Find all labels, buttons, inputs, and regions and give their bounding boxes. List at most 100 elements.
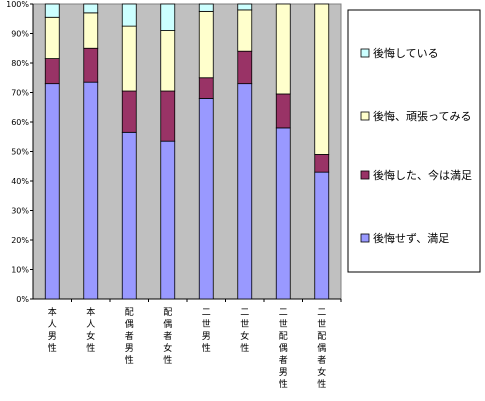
- x-category-label-char: 配: [317, 331, 326, 342]
- bar-segment: [83, 3, 99, 14]
- legend-label: 後悔した、今は満足: [373, 168, 472, 182]
- y-tick-label: 90%: [11, 30, 29, 39]
- x-category-label-char: 本: [48, 306, 57, 318]
- x-category-label-char: 世: [279, 318, 288, 330]
- legend-swatch: [360, 233, 370, 243]
- y-tick-label: 0%: [16, 295, 29, 304]
- bar-segment: [160, 140, 176, 300]
- bar-segment: [83, 81, 99, 300]
- x-category-label-char: 人: [48, 319, 57, 330]
- x-category-label-char: 性: [202, 342, 211, 354]
- bar-segment: [83, 47, 99, 83]
- bar-segment: [160, 90, 176, 142]
- bar-segment: [44, 83, 60, 300]
- y-tick-label: 50%: [11, 148, 29, 157]
- bar-segment: [275, 3, 291, 95]
- bar-segment: [44, 16, 60, 59]
- x-category-label-char: 人: [86, 319, 95, 330]
- x-category-label-char: 世: [317, 318, 326, 330]
- y-tick-label: 40%: [11, 177, 29, 186]
- legend-swatch: [360, 111, 370, 121]
- x-category-label-char: 偶: [125, 318, 134, 330]
- bar-segment: [237, 9, 253, 52]
- x-category-label-char: 配: [125, 307, 134, 318]
- bar-segment: [237, 50, 253, 85]
- bar-segment: [160, 30, 176, 92]
- y-tick-label: 70%: [11, 89, 29, 98]
- x-category-label-char: 男: [202, 331, 211, 342]
- x-category-label-char: 偶: [279, 342, 288, 354]
- bar-segment: [121, 3, 137, 27]
- bar-segment: [44, 3, 60, 18]
- x-category-label-char: 配: [279, 331, 288, 342]
- bar-segment: [314, 171, 330, 300]
- x-category-label-char: 性: [279, 378, 288, 390]
- x-category-label-char: 偶: [163, 318, 172, 330]
- x-category-label-char: 二: [240, 308, 249, 318]
- bar-segment: [198, 77, 214, 99]
- x-category-label-char: 者: [163, 331, 172, 342]
- bar-segment: [121, 25, 137, 92]
- bar-segment: [160, 3, 176, 31]
- bar-segment: [121, 90, 137, 133]
- y-tick-label: 80%: [11, 59, 29, 68]
- x-category-label-char: 偶: [317, 342, 326, 354]
- y-tick-label: 100%: [6, 0, 29, 9]
- x-category-label-char: 女: [163, 342, 172, 354]
- y-tick-label: 20%: [11, 236, 29, 245]
- bar-segment: [198, 3, 214, 12]
- bar-segment: [44, 58, 60, 85]
- x-category-label-char: 二: [317, 308, 326, 318]
- bar-segment: [275, 127, 291, 300]
- legend-label: 後悔、頑張ってみる: [373, 109, 471, 123]
- legend-swatch: [360, 170, 370, 180]
- x-category-label-char: 女: [86, 330, 95, 342]
- legend-swatch: [360, 48, 370, 58]
- bar-segment: [237, 83, 253, 300]
- x-category-label-char: 者: [279, 355, 288, 366]
- y-tick-label: 60%: [11, 118, 29, 127]
- x-category-label-char: 性: [317, 378, 326, 390]
- x-category-label: 二世男性: [202, 308, 211, 354]
- legend-box: [347, 9, 481, 273]
- x-category-label-char: 世: [240, 318, 249, 330]
- y-tick-label: 10%: [11, 266, 29, 275]
- x-category-label-char: 性: [240, 342, 249, 354]
- bar-segment: [121, 131, 137, 300]
- plot-area: [32, 3, 342, 300]
- x-category-label: 本人男性: [48, 306, 57, 354]
- x-category-label-char: 女: [317, 366, 326, 378]
- bar-segment: [314, 3, 330, 155]
- legend-label: 後悔している: [373, 46, 439, 60]
- x-category-label: 配偶者男性: [125, 307, 134, 366]
- x-category-label: 二世配偶者女性: [317, 308, 326, 390]
- x-category-label-char: 性: [125, 354, 134, 366]
- x-category-label-char: 世: [202, 318, 211, 330]
- x-category-label-char: 男: [125, 343, 134, 354]
- bar-segment: [198, 10, 214, 79]
- bar-segment: [198, 98, 214, 300]
- x-category-label-char: 二: [279, 308, 288, 318]
- legend-label: 後悔せず、満足: [373, 231, 449, 245]
- bar-segment: [83, 12, 99, 49]
- x-category-label-char: 性: [163, 354, 172, 366]
- bar-segment: [237, 3, 253, 11]
- x-category-label-char: 女: [240, 330, 249, 342]
- x-category-label: 二世女性: [240, 308, 249, 354]
- x-category-label-char: 二: [202, 308, 211, 318]
- bar-segment: [275, 93, 291, 129]
- bar-segment: [314, 154, 330, 173]
- x-category-label: 配偶者女性: [163, 307, 172, 366]
- x-category-label-char: 性: [86, 342, 95, 354]
- x-category-label-char: 者: [317, 355, 326, 366]
- x-category-label-char: 者: [125, 331, 134, 342]
- x-category-label-char: 性: [48, 342, 57, 354]
- x-category-label-char: 配: [163, 307, 172, 318]
- x-category-label-char: 男: [48, 331, 57, 342]
- x-category-label-char: 男: [279, 367, 288, 378]
- x-category-label: 本人女性: [86, 306, 95, 354]
- x-category-label-char: 本: [86, 306, 95, 318]
- x-category-label: 二世配偶者男性: [279, 308, 288, 390]
